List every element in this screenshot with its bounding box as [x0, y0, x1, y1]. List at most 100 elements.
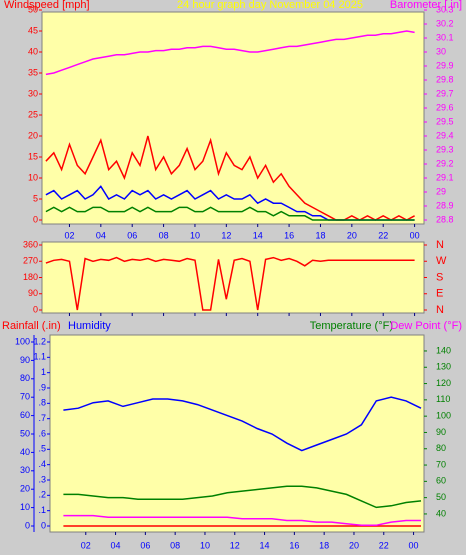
y2-tick-label: 29.9 [436, 60, 454, 70]
y-tick-label: 90 [20, 355, 30, 365]
y-tick-label: 20 [20, 484, 30, 494]
y-tick-label: 0 [25, 520, 30, 530]
x-tick-label: 00 [409, 540, 419, 550]
y3-tick-label: .3 [38, 474, 46, 484]
y2-tick-label: 90 [436, 427, 446, 437]
x-tick-label: 14 [253, 230, 263, 240]
x-tick-label: 06 [127, 230, 137, 240]
x-tick-label: 18 [315, 230, 325, 240]
y-tick-label: 80 [20, 373, 30, 383]
x-tick-label: 12 [230, 540, 240, 550]
y2-tick-label: 40 [436, 508, 446, 518]
x-tick-label: 18 [319, 540, 329, 550]
y2-tick-label: 29.7 [436, 88, 454, 98]
y2-tick-label: 29.4 [436, 130, 454, 140]
y-tick-label: 100 [15, 336, 30, 346]
y-tick-label: 70 [20, 392, 30, 402]
y-tick-label: 35 [28, 67, 38, 77]
y-tick-label: 20 [28, 130, 38, 140]
y3-tick-label: 0 [41, 520, 46, 530]
x-tick-label: 04 [96, 230, 106, 240]
y2-tick-label: 29.1 [436, 172, 454, 182]
y2-tick-label: 80 [436, 443, 446, 453]
x-tick-label: 14 [260, 540, 270, 550]
y-tick-label: 30 [28, 88, 38, 98]
y3-tick-label: .9 [38, 382, 46, 392]
y3-tick-label: .6 [38, 428, 46, 438]
x-tick-label: 02 [64, 230, 74, 240]
x-tick-label: 12 [221, 230, 231, 240]
x-tick-label: 22 [379, 540, 389, 550]
series-label: Rainfall (.in) [2, 320, 61, 332]
y3-tick-label: 1 [41, 367, 46, 377]
y3-tick-label: .2 [38, 490, 46, 500]
series-line [63, 396, 422, 452]
y3-tick-label: .7 [38, 413, 46, 423]
y-tick-label: 10 [28, 172, 38, 182]
x-tick-label: 04 [111, 540, 121, 550]
y3-tick-label: 1.2 [33, 336, 46, 346]
y-tick-label: 180 [23, 272, 38, 282]
y2-tick-label: 70 [436, 459, 446, 469]
plot-area [41, 241, 425, 314]
y2-tick-label: 29 [436, 186, 446, 196]
y-tick-label: 30 [20, 465, 30, 475]
y2-axis-title: Barometer [.in] [390, 0, 462, 11]
series-label: Temperature (°F) [310, 320, 393, 332]
y-tick-label: 50 [28, 4, 38, 14]
series-line [45, 30, 415, 76]
y2-tick-label: E [436, 288, 443, 300]
x-tick-label: 08 [170, 540, 180, 550]
y-tick-label: 270 [23, 256, 38, 266]
plot-area [41, 11, 425, 225]
y2-tick-label: 120 [436, 378, 451, 388]
y-tick-label: 45 [28, 25, 38, 35]
y2-tick-label: N [436, 304, 444, 316]
y3-tick-label: .5 [38, 444, 46, 454]
plot-area [49, 334, 425, 533]
y-tick-label: 0 [33, 304, 38, 314]
y-tick-label: 0 [33, 214, 38, 224]
y3-tick-label: .1 [38, 505, 46, 515]
y-tick-label: 40 [28, 46, 38, 56]
x-tick-label: 20 [347, 230, 357, 240]
y2-tick-label: 30.3 [436, 4, 454, 14]
y2-tick-label: 28.9 [436, 200, 454, 210]
y2-tick-label: 28.8 [436, 214, 454, 224]
y2-tick-label: 29.2 [436, 158, 454, 168]
series-line [63, 514, 421, 527]
x-tick-label: 02 [81, 540, 91, 550]
y2-tick-label: 29.8 [436, 74, 454, 84]
y-tick-label: 15 [28, 151, 38, 161]
x-tick-label: 06 [140, 540, 150, 550]
y-tick-label: 50 [20, 428, 30, 438]
x-tick-label: 00 [410, 230, 420, 240]
x-tick-label: 22 [378, 230, 388, 240]
x-tick-label: 10 [200, 540, 210, 550]
x-tick-label: 10 [190, 230, 200, 240]
y2-tick-label: 50 [436, 492, 446, 502]
y2-tick-label: S [436, 271, 443, 283]
x-tick-label: 16 [284, 230, 294, 240]
y-tick-label: 40 [20, 447, 30, 457]
y-tick-label: 60 [20, 410, 30, 420]
chart-title: 24 hour graph day November 04 2025 [177, 0, 363, 11]
series-line [45, 135, 415, 221]
y2-tick-label: 30.2 [436, 18, 454, 28]
y-tick-label: 5 [33, 193, 38, 203]
x-tick-label: 16 [289, 540, 299, 550]
x-tick-label: 08 [159, 230, 169, 240]
y-tick-label: 360 [23, 239, 38, 249]
x-tick-label: 20 [349, 540, 359, 550]
y-tick-label: 25 [28, 109, 38, 119]
y2-tick-label: 110 [436, 394, 450, 404]
y2-tick-label: N [436, 239, 444, 251]
y2-tick-label: 100 [436, 411, 451, 421]
y2-tick-label: 29.3 [436, 144, 454, 154]
y2-tick-label: 130 [436, 362, 451, 372]
series-line [45, 256, 415, 311]
y2-tick-label: 30 [436, 46, 446, 56]
y2-tick-label: 60 [436, 476, 446, 486]
